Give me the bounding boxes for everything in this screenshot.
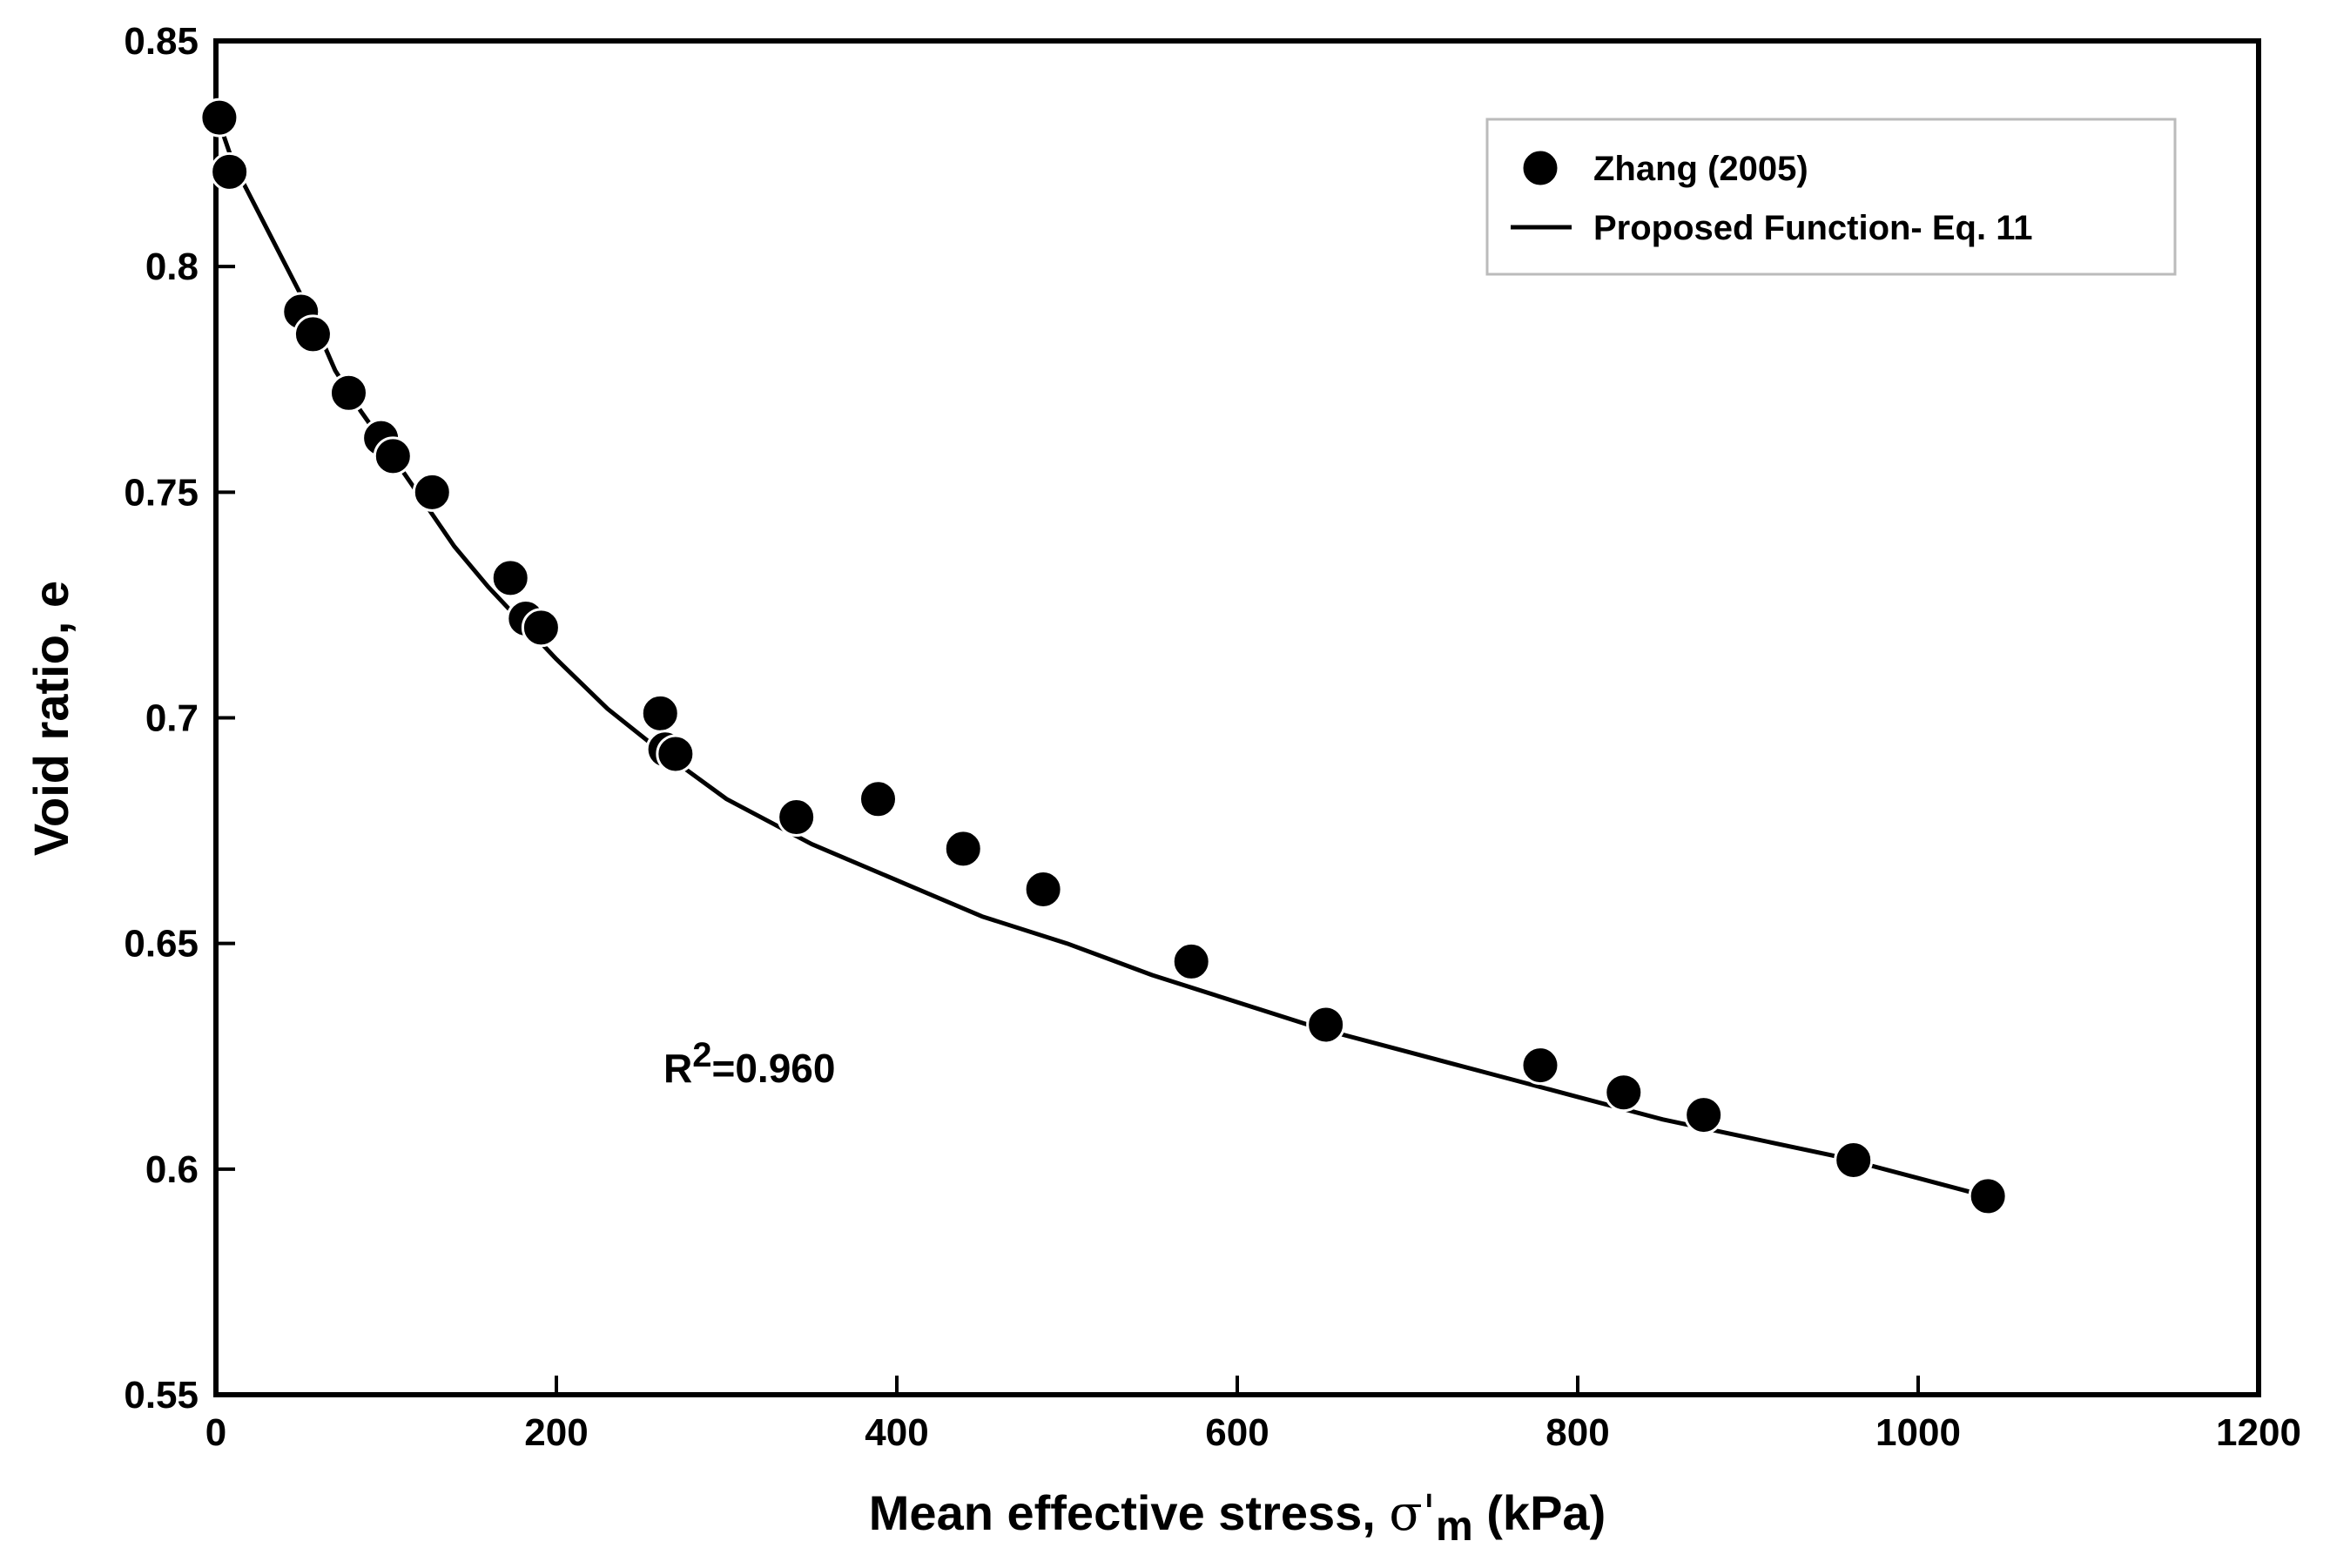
- data-point-zhang-2005-19: [1306, 1005, 1346, 1045]
- y-tick-label-0.6: 0.6: [145, 1148, 199, 1191]
- x-tick-label-600: 600: [1205, 1411, 1269, 1454]
- x-tick-label-200: 200: [524, 1411, 588, 1454]
- data-point-zhang-2005-18: [1171, 941, 1211, 981]
- x-tick-label-0: 0: [205, 1411, 226, 1454]
- x-axis-title-unit: (kPa): [1473, 1485, 1606, 1540]
- legend-marker-zhang-2005: [1520, 148, 1560, 188]
- x-axis-title-subscript: m: [1436, 1504, 1473, 1550]
- r-squared-superscript: 2: [692, 1036, 711, 1074]
- legend-box: [1485, 118, 2177, 276]
- legend: Zhang (2005) Proposed Function- Eq. 11: [1485, 118, 2177, 276]
- data-point-zhang-2005-4: [328, 373, 368, 413]
- data-point-zhang-2005-13: [656, 734, 696, 774]
- y-axis-title: Void ratio, e: [24, 581, 78, 856]
- data-point-zhang-2005-1: [210, 151, 250, 192]
- axis-ticks: [214, 39, 2260, 1396]
- data-point-zhang-2005-20: [1520, 1046, 1560, 1086]
- r-squared-value: =0.960: [711, 1046, 835, 1091]
- x-axis-title-text: Mean effective stress,: [869, 1485, 1390, 1540]
- data-point-zhang-2005-10: [521, 608, 561, 648]
- data-point-zhang-2005-24: [1968, 1176, 2008, 1216]
- r-squared-annotation: R2=0.960: [663, 1036, 835, 1091]
- axis-tick-labels: 0 200 400 600 800 1000 1200 0.55 0.6 0.65 0.7 0.75 0…: [124, 20, 2301, 1454]
- y-tick-label-0.85: 0.85: [124, 20, 199, 63]
- data-point-zhang-2005-21: [1604, 1073, 1644, 1113]
- data-point-zhang-2005-15: [858, 779, 898, 819]
- y-tick-label-0.75: 0.75: [124, 471, 199, 514]
- x-tick-label-400: 400: [865, 1411, 928, 1454]
- data-point-zhang-2005-17: [1023, 869, 1063, 909]
- data-point-zhang-2005-3: [293, 314, 333, 354]
- x-tick-label-800: 800: [1545, 1411, 1609, 1454]
- data-point-zhang-2005-11: [640, 693, 680, 733]
- data-point-zhang-2005-22: [1684, 1095, 1724, 1135]
- legend-label-zhang-2005: Zhang (2005): [1593, 150, 1808, 188]
- series-line-proposed-function: [213, 112, 1987, 1199]
- data-point-zhang-2005-0: [199, 98, 239, 138]
- data-point-zhang-2005-14: [777, 797, 817, 838]
- x-tick-label-1200: 1200: [2216, 1411, 2301, 1454]
- y-tick-label-0.55: 0.55: [124, 1374, 199, 1417]
- data-point-zhang-2005-7: [412, 472, 452, 512]
- data-point-zhang-2005-8: [490, 558, 530, 598]
- y-tick-label-0.7: 0.7: [145, 697, 199, 740]
- y-tick-label-0.8: 0.8: [145, 246, 199, 288]
- y-tick-label-0.65: 0.65: [124, 923, 199, 966]
- x-tick-label-1000: 1000: [1875, 1411, 1961, 1454]
- data-point-zhang-2005-16: [943, 829, 983, 869]
- x-axis-title-symbol: σ': [1389, 1485, 1436, 1542]
- legend-label-proposed-function: Proposed Function- Eq. 11: [1593, 209, 2033, 247]
- data-point-zhang-2005-6: [373, 436, 413, 476]
- data-series: [199, 98, 2008, 1216]
- x-axis-title: Mean effective stress, σ'm (kPa): [869, 1485, 1606, 1550]
- data-point-zhang-2005-23: [1834, 1140, 1874, 1180]
- r-squared-prefix: R: [663, 1046, 692, 1091]
